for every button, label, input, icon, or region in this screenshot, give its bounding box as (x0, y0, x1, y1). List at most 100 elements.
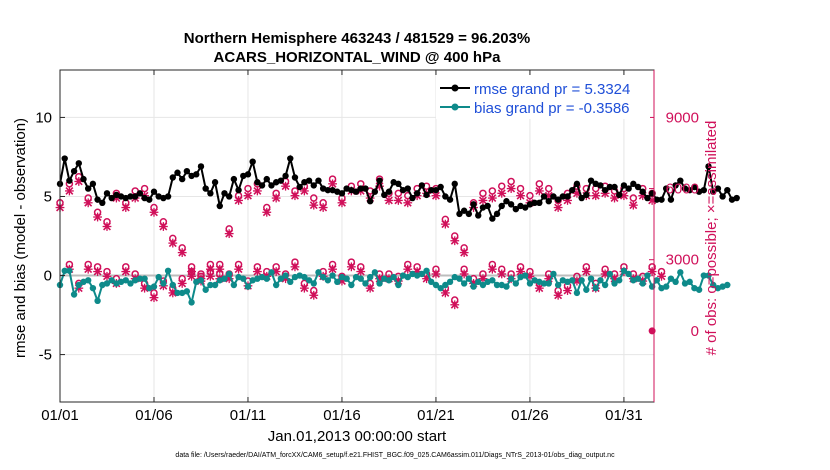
rmse-point (564, 193, 571, 200)
rmse-point (531, 199, 538, 206)
obs-assimilated-point (459, 269, 469, 279)
obs-assimilated-point (506, 184, 516, 193)
rmse-point (235, 186, 242, 194)
rmse-point (634, 183, 642, 191)
bias-point (268, 269, 275, 276)
obs-assimilated-point (149, 207, 159, 217)
rmse-point (625, 185, 632, 192)
bias-point (211, 281, 219, 289)
obs-assimilated-point (93, 267, 102, 276)
bias-point (357, 275, 364, 282)
legend-rmse-label: rmse grand pr = 5.3324 (474, 81, 630, 98)
x-tick-label: 01/21 (417, 407, 455, 424)
rmse-point (700, 186, 708, 194)
rmse-point (230, 175, 238, 183)
bias-point (150, 283, 158, 290)
bias-point (362, 280, 369, 287)
rmse-point (385, 188, 393, 195)
bias-point (705, 272, 712, 279)
bias-point (188, 299, 195, 306)
bias-point (460, 280, 468, 287)
bias-point (423, 267, 430, 274)
y-tick-label: -5 (39, 347, 52, 364)
obs-assimilated-point (487, 264, 497, 274)
y2-tick-label: 3000 (666, 252, 699, 269)
bias-point (197, 277, 205, 284)
bias-point (348, 281, 355, 289)
bias-point (366, 273, 374, 281)
rmse-point (667, 196, 675, 203)
rmse-point (512, 205, 520, 213)
rmse-point (357, 185, 364, 192)
bias-point (404, 273, 411, 281)
y-tick-label: 0 (44, 268, 52, 285)
obs-assimilated-point (591, 191, 601, 201)
obs-assimilated-point (224, 229, 234, 239)
obs-assimilated-point (497, 188, 507, 198)
bias-point (127, 280, 134, 287)
rmse-point (597, 182, 604, 189)
bias-point (240, 275, 247, 282)
rmse-point (70, 167, 78, 175)
rmse-point (672, 182, 679, 189)
x-tick-label: 01/31 (605, 407, 643, 424)
obs-assimilated-point (581, 267, 591, 276)
rmse-point (644, 194, 651, 202)
rmse-point (620, 182, 628, 189)
bias-point (202, 286, 209, 293)
obs-assimilated-point (318, 203, 328, 212)
rmse-point (310, 182, 317, 189)
bias-point (695, 286, 703, 293)
rmse-point (611, 183, 618, 191)
rmse-point (428, 186, 435, 194)
rmse-point (127, 193, 134, 200)
obs-assimilated-point (628, 200, 638, 210)
bias-point (319, 273, 327, 281)
rmse-point (705, 163, 712, 170)
bias-point (620, 267, 628, 274)
rmse-point (578, 194, 585, 202)
rmse-point (733, 194, 740, 202)
rmse-point (305, 177, 313, 184)
rmse-point (606, 183, 614, 191)
rmse-point (362, 185, 369, 192)
rmse-point (404, 185, 411, 192)
bias-point (677, 269, 684, 276)
obs-assimilated-point (121, 267, 131, 276)
obs-assimilated-point (534, 283, 544, 293)
chart-title: Northern Hemisphere 463243 / 481529 = 96… (184, 30, 530, 47)
rmse-point (146, 196, 153, 203)
y2-tick-label: 9000 (666, 109, 699, 126)
rmse-point (503, 198, 510, 205)
bias-point (174, 289, 181, 297)
bias-point (686, 278, 693, 286)
rmse-point (559, 193, 567, 200)
rmse-point (658, 196, 665, 203)
bias-point (540, 280, 548, 287)
obs-assimilated-point (328, 179, 337, 189)
bias-point (428, 278, 435, 286)
bias-point (225, 270, 233, 278)
obs-assimilated-point (205, 264, 215, 274)
obs-assimilated-point (459, 248, 469, 257)
rmse-point (639, 188, 646, 195)
obs-assimilated-point (234, 264, 243, 274)
bias-point (418, 270, 426, 278)
rmse-point (484, 202, 491, 210)
y-tick-label: 10 (35, 109, 52, 126)
obs-assimilated-point (431, 269, 441, 279)
y2-axis-label: # of obs: o=possible; ×=assimilated (703, 121, 720, 356)
rmse-point (80, 175, 87, 183)
bias-point (465, 275, 473, 282)
rmse-point (108, 194, 115, 202)
rmse-point (573, 180, 581, 188)
obs-assimilated-point (384, 196, 394, 205)
obs-assimilated-point (403, 264, 413, 274)
rmse-point (202, 185, 209, 192)
bias-point (653, 277, 661, 284)
bias-point (221, 275, 228, 282)
bias-point (160, 280, 167, 287)
rmse-point (413, 190, 421, 197)
rmse-point (178, 175, 186, 183)
rmse-point (258, 182, 266, 189)
